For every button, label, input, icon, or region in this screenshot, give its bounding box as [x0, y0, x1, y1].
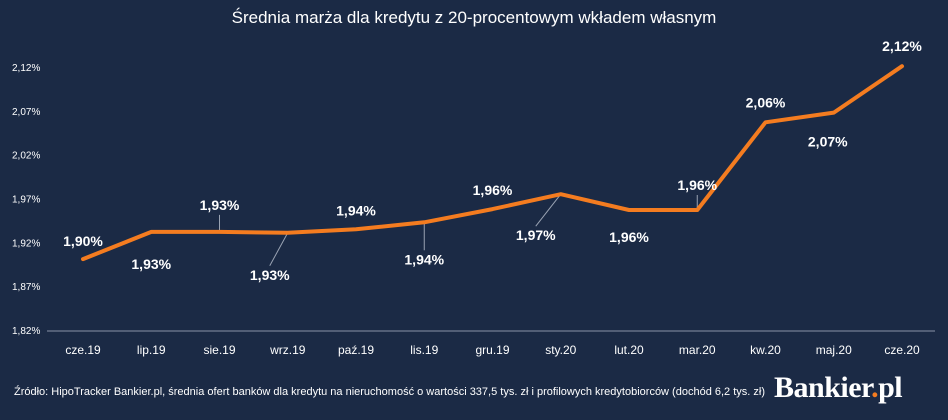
y-tick-label: 2,12%: [12, 63, 40, 74]
y-tick-label: 2,02%: [12, 151, 40, 162]
x-tick-label: cze.19: [65, 343, 101, 357]
data-label: 1,93%: [250, 267, 290, 283]
x-tick-label: sty.20: [545, 343, 576, 357]
series-line: [81, 64, 904, 262]
data-label: 1,96%: [609, 229, 649, 245]
y-tick-label: 1,97%: [12, 194, 40, 205]
data-label: 1,96%: [677, 177, 717, 193]
bankier-logo: Bankier.pl: [774, 371, 903, 405]
y-tick-label: 2,07%: [12, 107, 40, 118]
x-tick-label: lut.20: [614, 343, 644, 357]
data-label-leader: [269, 232, 289, 267]
source-note: Źródło: HipoTracker Bankier.pl, średnia …: [14, 386, 765, 398]
data-label: 1,97%: [516, 227, 556, 243]
data-label: 1,94%: [336, 202, 376, 218]
data-label: 1,94%: [404, 251, 444, 267]
x-tick-label: lip.19: [137, 343, 166, 357]
data-label: 1,90%: [63, 233, 103, 249]
x-tick-label: cze.20: [884, 343, 920, 357]
data-label-leader: [535, 193, 562, 227]
x-tick-label: lis.19: [410, 343, 438, 357]
x-tick-label: paź.19: [338, 343, 374, 357]
data-label: 2,12%: [882, 38, 922, 54]
x-tick-label: sie.19: [203, 343, 235, 357]
data-label: 1,93%: [131, 256, 171, 272]
y-tick-label: 1,87%: [12, 282, 40, 293]
x-tick-label: mar.20: [679, 343, 716, 357]
logo-tail-text: pl: [878, 371, 903, 404]
chart-title: Średnia marża dla kredytu z 20-procentow…: [231, 8, 717, 27]
logo-main-text: Bankier: [774, 371, 872, 404]
logo-dot: .: [871, 371, 879, 404]
x-tick-label: maj.20: [816, 343, 852, 357]
data-label: 1,96%: [473, 182, 513, 198]
data-label: 1,93%: [200, 197, 240, 213]
x-tick-label: gru.19: [475, 343, 509, 357]
data-label: 2,07%: [808, 134, 848, 150]
y-tick-label: 1,82%: [12, 326, 40, 337]
x-tick-label: wrz.19: [269, 343, 306, 357]
x-tick-label: kw.20: [750, 343, 781, 357]
data-label: 2,06%: [746, 94, 786, 110]
y-tick-label: 1,92%: [12, 238, 40, 249]
